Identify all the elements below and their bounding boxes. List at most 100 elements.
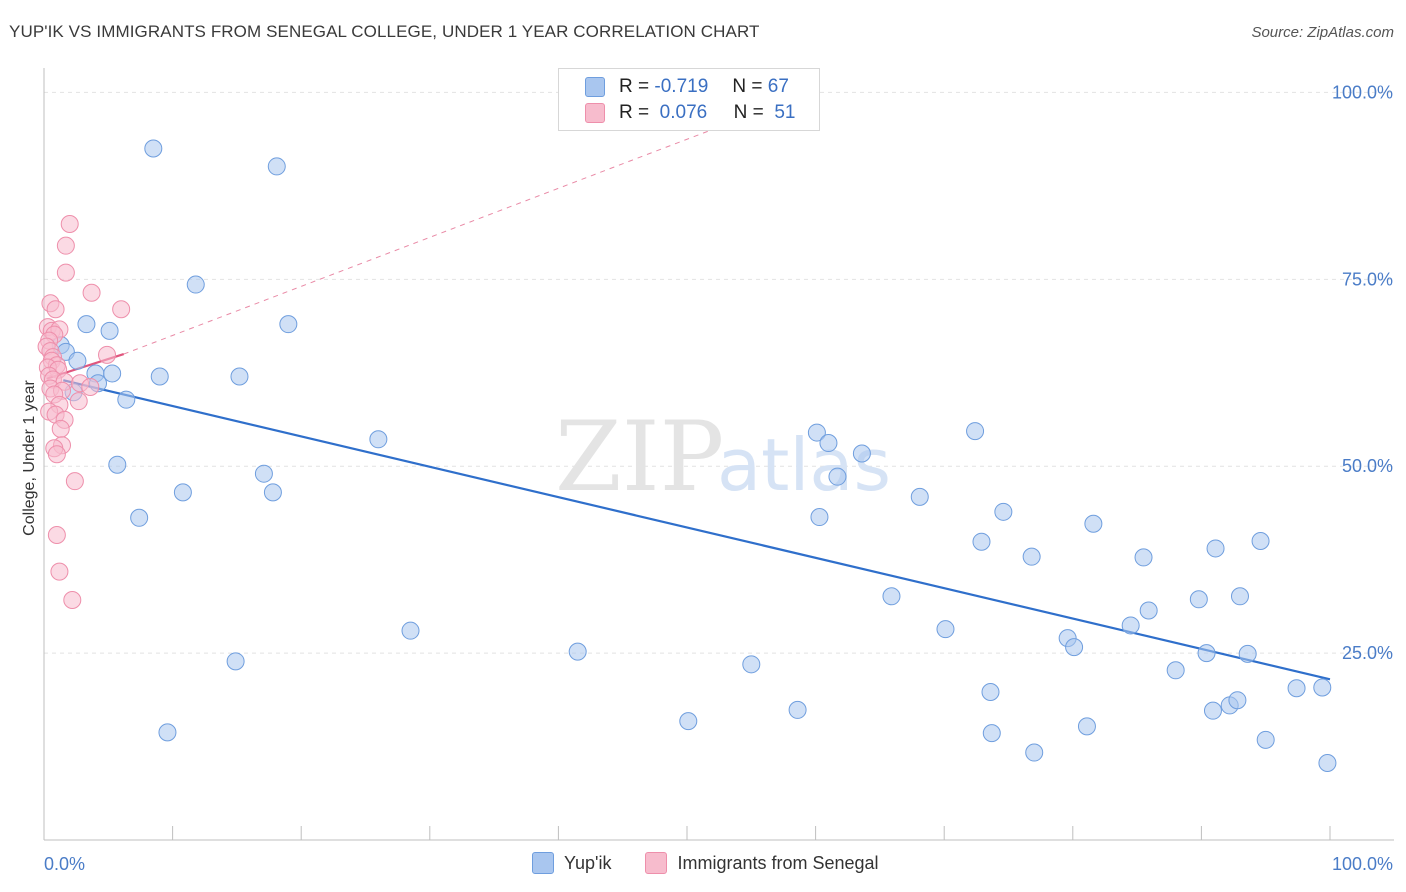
point-senegal: [81, 377, 100, 396]
watermark: ZIP atlas: [555, 401, 891, 513]
point-yupik: [1065, 638, 1084, 657]
point-yupik: [972, 532, 991, 551]
point-yupik: [788, 700, 807, 719]
legend-item-yupik: Yup'ik: [532, 852, 611, 874]
legend-label-senegal: Immigrants from Senegal: [677, 852, 879, 873]
point-yupik: [1189, 590, 1208, 609]
point-senegal: [46, 300, 65, 319]
legend-r-label: R =: [619, 102, 650, 123]
point-yupik: [1230, 587, 1249, 606]
point-yupik: [173, 483, 192, 502]
point-yupik: [150, 367, 169, 386]
point-yupik: [1228, 691, 1247, 710]
point-yupik: [819, 434, 838, 453]
legend-r-label: R =: [619, 76, 650, 97]
point-senegal: [60, 215, 79, 233]
legend-r-value: -0.719: [654, 76, 709, 97]
point-yupik: [1238, 644, 1257, 663]
legend-n-value: 51: [774, 102, 796, 123]
point-yupik: [981, 682, 1000, 701]
x-tick-label: 0.0%: [44, 854, 85, 874]
point-senegal: [69, 392, 88, 411]
point-yupik: [828, 467, 847, 486]
y-tick-label: 25.0%: [1342, 643, 1393, 663]
point-yupik: [1318, 754, 1337, 772]
point-yupik: [158, 723, 177, 742]
point-yupik: [254, 464, 273, 483]
chart-title: YUP'IK VS IMMIGRANTS FROM SENEGAL COLLEG…: [9, 22, 760, 41]
point-yupik: [1121, 616, 1140, 635]
point-yupik: [369, 430, 388, 449]
trend-line-yupik: [63, 379, 1331, 681]
point-senegal: [112, 300, 131, 319]
legend-swatch-senegal: [645, 852, 668, 874]
point-senegal: [98, 345, 117, 364]
point-yupik: [1084, 514, 1103, 533]
point-yupik: [1313, 678, 1332, 697]
point-yupik: [1251, 531, 1270, 550]
point-yupik: [679, 712, 698, 731]
legend-item-senegal: Immigrants from Senegal: [645, 852, 879, 874]
trend-line-extension-senegal: [123, 106, 771, 355]
point-yupik: [263, 483, 282, 502]
tick-labels: 25.0% 50.0% 75.0% 100.0% 0.0% 100.0%: [44, 82, 1393, 874]
point-senegal: [63, 591, 82, 610]
point-yupik: [810, 508, 829, 527]
point-yupik: [568, 642, 587, 661]
point-yupik: [226, 652, 245, 671]
point-yupik: [910, 487, 929, 506]
point-yupik: [1166, 661, 1185, 680]
stats-legend: R = -0.719 N = 67 R = 0.076 N = 51: [558, 68, 820, 131]
y-tick-label: 75.0%: [1342, 269, 1393, 289]
data-points: [37, 139, 1337, 772]
point-yupik: [994, 502, 1013, 521]
point-yupik: [186, 275, 205, 294]
point-yupik: [966, 422, 985, 441]
point-yupik: [852, 444, 871, 463]
point-yupik: [807, 423, 826, 442]
point-senegal: [56, 236, 75, 255]
point-yupik: [882, 587, 901, 606]
legend-n-label: N =: [732, 76, 763, 97]
legend-n-label: N =: [733, 102, 764, 123]
point-yupik: [982, 724, 1001, 743]
axes: [43, 68, 1394, 841]
watermark-zip: ZIP: [555, 401, 724, 513]
trend-lines: [46, 106, 1331, 681]
point-senegal: [50, 562, 69, 581]
point-yupik: [742, 655, 761, 674]
point-senegal: [65, 472, 84, 491]
legend-n-value: 67: [767, 76, 789, 97]
legend-r-value: 0.076: [659, 102, 708, 123]
point-yupik: [100, 321, 119, 340]
watermark-atlas: atlas: [717, 423, 891, 507]
legend-row-yupik: R = -0.719 N = 67: [585, 74, 789, 100]
point-yupik: [936, 620, 955, 639]
legend-swatch-senegal: [585, 103, 605, 123]
legend-label-yupik: Yup'ik: [564, 852, 612, 873]
point-yupik: [130, 508, 149, 527]
point-yupik: [1206, 539, 1225, 558]
point-yupik: [144, 139, 163, 158]
point-yupik: [1197, 644, 1216, 663]
legend-swatch-yupik: [532, 852, 554, 874]
point-yupik: [1139, 601, 1158, 620]
x-tick-label: 100.0%: [1332, 854, 1393, 874]
point-senegal: [47, 525, 66, 544]
series-legend: Yup'ik Immigrants from Senegal: [532, 852, 913, 874]
point-yupik: [1134, 548, 1153, 567]
point-senegal: [56, 263, 75, 282]
point-yupik: [77, 315, 96, 334]
point-yupik: [401, 621, 420, 640]
y-tick-label: 50.0%: [1342, 456, 1393, 476]
point-yupik: [1287, 679, 1306, 698]
point-senegal: [82, 283, 101, 302]
source-label: Source: ZipAtlas.com: [1251, 24, 1394, 41]
point-yupik: [117, 390, 136, 409]
point-yupik: [1025, 743, 1044, 762]
point-yupik: [1203, 701, 1222, 720]
legend-row-senegal: R = 0.076 N = 51: [585, 100, 795, 126]
point-yupik: [68, 351, 87, 370]
point-yupik: [103, 364, 122, 383]
